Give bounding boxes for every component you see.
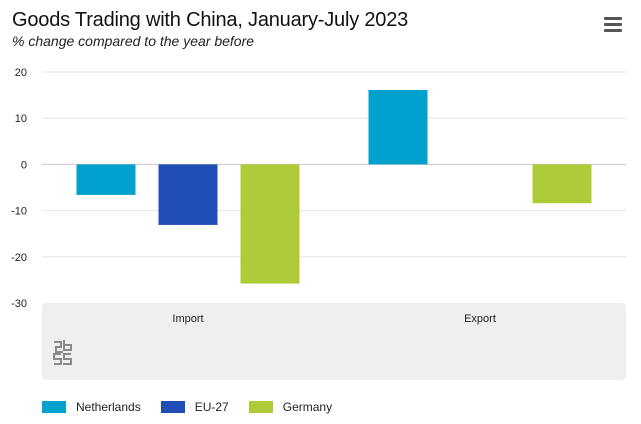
legend-label: Netherlands (76, 400, 141, 414)
legend-item-germany[interactable]: Germany (248, 400, 333, 414)
bar-netherlands-import[interactable] (76, 164, 136, 195)
legend-swatch (42, 401, 66, 413)
y-tick-label: -30 (11, 298, 27, 310)
x-axis-tick-labels: Import Export (172, 313, 495, 325)
legend: Netherlands EU-27 Germany (42, 400, 352, 414)
grid-lines (42, 71, 626, 258)
bar-germany-export[interactable] (532, 164, 592, 204)
chart-subtitle: % change compared to the year before (12, 33, 255, 49)
legend-item-netherlands[interactable]: Netherlands (42, 400, 141, 414)
y-tick-label: -10 (11, 206, 27, 218)
x-axis-band (42, 303, 626, 380)
legend-item-eu-27[interactable]: EU-27 (160, 400, 229, 414)
y-tick-label: 0 (21, 159, 27, 171)
y-tick-label: 20 (15, 67, 27, 79)
legend-swatch (160, 401, 185, 413)
legend-label: Germany (282, 400, 333, 414)
bar-germany-import[interactable] (240, 164, 300, 284)
y-tick-label: -20 (11, 252, 27, 264)
bar-netherlands-export[interactable] (368, 90, 428, 165)
y-axis-tick-labels: 20 10 0 -10 -20 -30 (11, 67, 27, 310)
x-tick-label-export: Export (464, 313, 496, 325)
bar-eu-27-import[interactable] (158, 164, 218, 225)
legend-label: EU-27 (194, 400, 229, 414)
bars (76, 90, 592, 284)
x-tick-label-import: Import (172, 313, 203, 325)
chart-title: Goods Trading with China, January-July 2… (12, 9, 409, 31)
cbs-logo-icon (53, 340, 72, 365)
legend-swatch (248, 401, 273, 413)
hamburger-menu-icon[interactable] (604, 17, 622, 33)
y-tick-label: 10 (15, 113, 27, 125)
